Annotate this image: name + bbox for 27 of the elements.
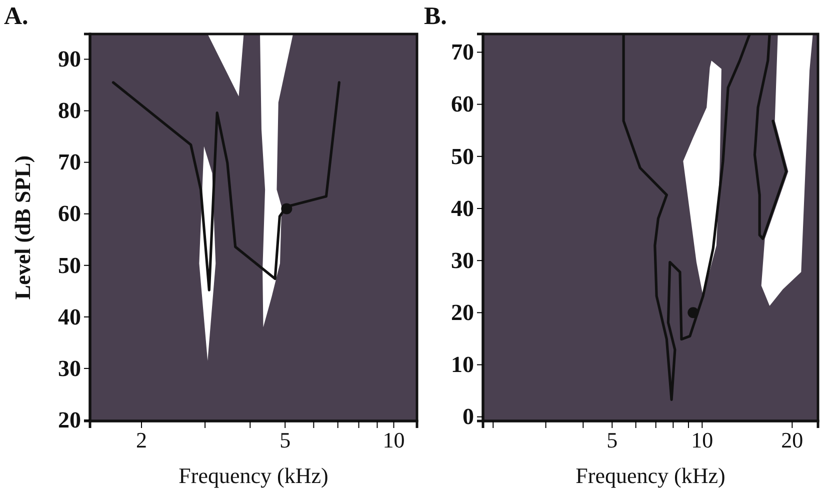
y-tick-label: 70: [58, 150, 81, 175]
y-tick-label: 20: [58, 407, 81, 432]
y-axis-title: Level (dB SPL): [10, 155, 35, 300]
y-tick-label: 10: [451, 352, 474, 378]
y-tick-label: 50: [58, 252, 81, 278]
x-axis-title: Frequency (kHz): [576, 463, 726, 488]
chart-title: B.: [424, 3, 447, 30]
x-tick-label: 10: [691, 428, 714, 453]
y-tick-label: 70: [451, 40, 474, 65]
y-tick-label: 20: [451, 300, 474, 326]
y-tick-label: 30: [58, 356, 81, 381]
x-tick-label: 20: [781, 428, 804, 453]
x-tick-label: 5: [280, 428, 291, 453]
x-tick-label: 10: [382, 428, 405, 453]
y-tick-label: 80: [58, 98, 81, 124]
y-tick-label: 30: [451, 248, 474, 273]
x-tick-label: 5: [606, 428, 618, 453]
y-tick-label: 50: [451, 144, 474, 169]
y-tick-label: 60: [451, 92, 474, 117]
y-tick-label: 40: [451, 196, 474, 221]
y-tick-label: 0: [462, 404, 474, 430]
y-tick-label: 60: [58, 201, 81, 226]
x-axis-title: Frequency (kHz): [178, 463, 328, 488]
y-tick-label: 90: [58, 46, 81, 72]
y-tick-label: 40: [58, 304, 81, 330]
x-tick-label: 2: [136, 428, 147, 453]
chart-title: A.: [4, 3, 28, 30]
